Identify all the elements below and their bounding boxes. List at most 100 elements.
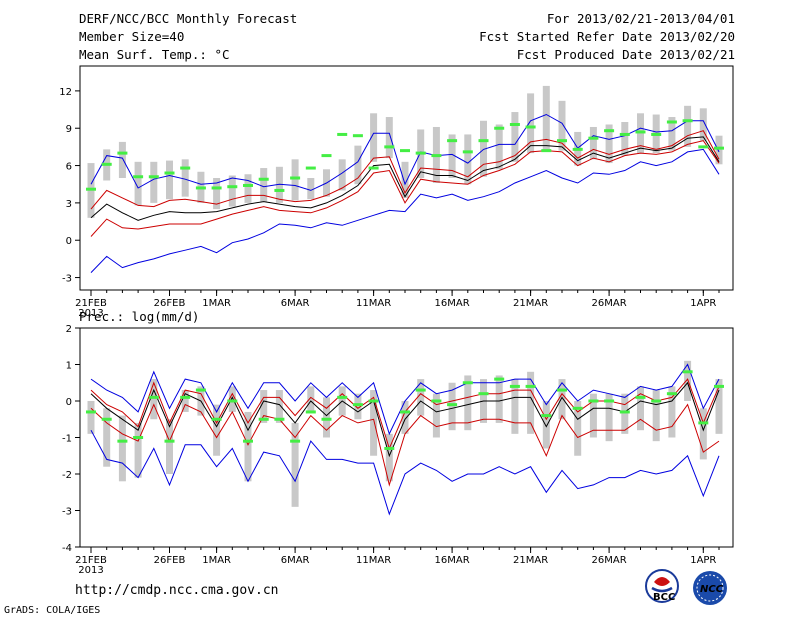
chart1-ytick-label: 3 [66, 199, 72, 210]
chart2-ensemble-box [448, 382, 456, 431]
chart2-ensemble-mean-mark [368, 399, 379, 403]
chart2-ensemble-mean-mark [698, 421, 709, 425]
chart2-ensemble-mean-mark [274, 417, 285, 421]
chart1-ensemble-box [338, 159, 346, 191]
chart1-ensemble-box [464, 134, 472, 185]
chart2-ensemble-box [542, 401, 550, 449]
chart2-ensemble-mean-mark [384, 446, 395, 450]
chart2-ytick-label: -3 [62, 507, 72, 518]
chart1-ensemble-mean-mark [619, 132, 630, 136]
chart2-ensemble-mean-mark [494, 377, 505, 381]
chart1-ensemble-mean-mark [635, 130, 646, 134]
chart1-ensemble-box [511, 112, 519, 162]
chart1-xtick-label: 11MAR [356, 298, 391, 309]
chart1-ensemble-box [668, 117, 676, 151]
chart2-ensemble-mean-mark [572, 406, 583, 410]
chart1-ensemble-mean-mark [604, 129, 615, 133]
chart2-ensemble-box [699, 408, 707, 460]
chart2-ensemble-mean-mark [148, 395, 159, 399]
chart2-xtick-label: 26FEB [154, 555, 186, 566]
chart2-ensemble-box [181, 390, 189, 412]
chart-title: DERF/NCC/BCC Monthly Forecast [79, 11, 298, 26]
chart1-ensemble-box [605, 124, 613, 164]
chart2-ensemble-box [684, 360, 692, 401]
variable-label: Mean Surf. Temp.: °C [79, 47, 230, 62]
chart1-ensemble-mean-mark [509, 122, 520, 126]
chart2-ytick-label: -4 [62, 543, 72, 554]
chart2-ensemble-box [150, 379, 158, 420]
chart1-ensemble-mean-mark [557, 139, 567, 143]
chart1-ensemble-box [354, 145, 362, 185]
chart2-ensemble-box [275, 390, 283, 423]
chart2-ensemble-box [605, 393, 613, 442]
chart2-ensemble-mean-mark [117, 439, 128, 443]
chart1-ensemble-mean-mark [698, 145, 709, 149]
chart2-xtick-label: 1APR [690, 555, 716, 566]
chart1-ensemble-mean-mark [525, 125, 536, 129]
chart2-ensemble-mean-mark [682, 370, 693, 374]
member-size: Member Size=40 [79, 29, 185, 44]
chart1-ytick-label: 0 [66, 236, 72, 247]
chart1-ensemble-box [213, 178, 221, 210]
chart2-ensemble-mean-mark [588, 399, 599, 403]
chart2-ensemble-box [589, 393, 597, 438]
chart2-ensemble-mean-mark [666, 392, 677, 396]
bcc-logo-label: BCC [653, 592, 675, 603]
chart2-xtick-label: 21FEB [75, 555, 107, 566]
chart1-ensemble-box [558, 100, 566, 151]
chart2-xtick-label: 6MAR [281, 555, 310, 566]
chart1-ensemble-mean-mark [682, 119, 693, 123]
chart1-ensemble-box [228, 175, 236, 207]
chart1-ensemble-box [291, 159, 299, 201]
chart1-ensemble-mean-mark [352, 134, 363, 138]
chart2-ensemble-box [621, 393, 629, 434]
chart2-ensemble-mean-mark [478, 392, 489, 396]
chart1-series-upper-mid [90, 130, 720, 210]
chart2-ensemble-mean-mark [321, 417, 332, 421]
chart2-ensemble-box [228, 386, 236, 412]
chart2-ensemble-mean-mark [164, 439, 175, 443]
fcst-started-date: Fcst Started Refer Date 2013/02/20 [479, 29, 735, 44]
chart1-xtick-label: 26MAR [592, 298, 627, 309]
chart1-ensemble-box [542, 85, 550, 152]
chart2-ensemble-box [417, 379, 425, 416]
chart1-ensemble-box [385, 117, 393, 159]
chart1-ensemble-box [621, 122, 629, 156]
chart2-xsublabel: 2013 [78, 565, 103, 576]
chart1-ensemble-box [589, 126, 597, 160]
precip-label: Prec.: log(mm/d) [79, 309, 200, 324]
chart1-xtick-label: 26FEB [154, 298, 186, 309]
chart1-xtick-label: 6MAR [281, 298, 310, 309]
chart1-ensemble-box [495, 124, 503, 170]
chart1-ensemble-box [244, 174, 252, 203]
chart1-ensemble-box [275, 166, 283, 203]
chart1-xsublabel: 2013 [78, 308, 103, 319]
fcst-produced-date: Fcst Produced Date 2013/02/21 [516, 47, 735, 62]
chart1-ensemble-box [307, 178, 315, 200]
chart2-ensemble-mean-mark [400, 410, 410, 414]
chart2-ensemble-box [432, 393, 440, 438]
chart2-series-lower-mid [90, 403, 720, 487]
chart2-ensemble-box [370, 390, 378, 456]
chart2-ensemble-box [527, 371, 535, 434]
chart1-ensemble-mean-mark [462, 150, 473, 154]
chart1-ensemble-mean-mark [415, 151, 426, 155]
chart2-ytick-label: 2 [66, 324, 72, 335]
chart1-ensemble-mean-mark [431, 154, 442, 158]
source-url[interactable]: http://cmdp.ncc.cma.gov.cn [75, 583, 279, 598]
chart1-ensemble-mean-mark [86, 187, 96, 191]
chart1-xtick-label: 1MAR [202, 298, 231, 309]
chart2-ensemble-mean-mark [227, 399, 238, 403]
chart2-ensemble-mean-mark [101, 417, 112, 421]
chart1-ensemble-mean-mark [211, 186, 222, 190]
chart1-ensemble-box [715, 135, 723, 165]
chart1-ensemble-mean-mark [290, 176, 301, 180]
chart1-ensemble-box [166, 160, 173, 200]
chart2-ensemble-box [118, 415, 126, 482]
ncc-logo-label: NCC [700, 584, 724, 595]
chart2-ensemble-box [291, 422, 299, 507]
chart1-ensemble-mean-mark [400, 149, 410, 153]
chart2-ensemble-box [495, 375, 503, 423]
